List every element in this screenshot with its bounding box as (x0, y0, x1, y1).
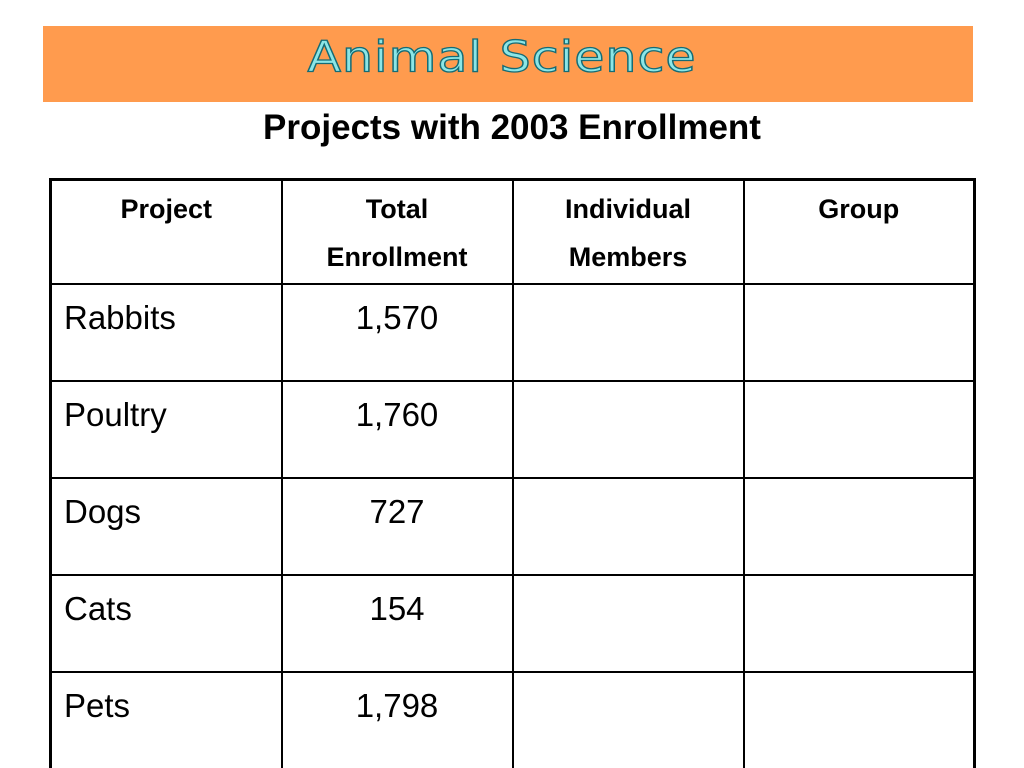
table-row: Pets 1,798 (49, 671, 976, 768)
table-header-row: Project Total Enrollment Individual Memb… (49, 178, 976, 285)
cell-group (742, 283, 976, 382)
cell-individual (511, 380, 745, 479)
cell-individual (511, 283, 745, 382)
cell-individual (511, 671, 745, 768)
enrollment-table: Project Total Enrollment Individual Memb… (49, 178, 976, 768)
cell-group (742, 671, 976, 768)
header-group-line1: Group (818, 194, 900, 224)
header-total-line1: Total (365, 194, 429, 224)
title-banner (43, 26, 973, 102)
page-subtitle: Projects with 2003 Enrollment (263, 108, 761, 147)
header-project: Project (49, 178, 283, 285)
cell-project: Poultry (49, 380, 283, 479)
banner-title: Animal Science (307, 31, 697, 83)
cell-total: 727 (280, 477, 514, 576)
cell-project: Cats (49, 574, 283, 673)
table-row: Poultry 1,760 (49, 380, 976, 479)
cell-group (742, 477, 976, 576)
header-project-line1: Project (120, 194, 213, 224)
header-group: Group (742, 178, 976, 285)
cell-individual (511, 574, 745, 673)
cell-total: 1,570 (280, 283, 514, 382)
table-row: Rabbits 1,570 (49, 283, 976, 382)
table-row: Cats 154 (49, 574, 976, 673)
cell-total: 154 (280, 574, 514, 673)
header-individual-line1: Individual (564, 194, 691, 224)
header-total-enrollment: Total Enrollment (280, 178, 514, 285)
header-total-line2: Enrollment (326, 242, 468, 272)
cell-individual (511, 477, 745, 576)
cell-project: Pets (49, 671, 283, 768)
header-individual-members: Individual Members (511, 178, 745, 285)
cell-total: 1,798 (280, 671, 514, 768)
cell-total: 1,760 (280, 380, 514, 479)
header-individual-line2: Members (568, 242, 688, 272)
cell-project: Rabbits (49, 283, 283, 382)
cell-project: Dogs (49, 477, 283, 576)
cell-group (742, 380, 976, 479)
table-row: Dogs 727 (49, 477, 976, 576)
cell-group (742, 574, 976, 673)
